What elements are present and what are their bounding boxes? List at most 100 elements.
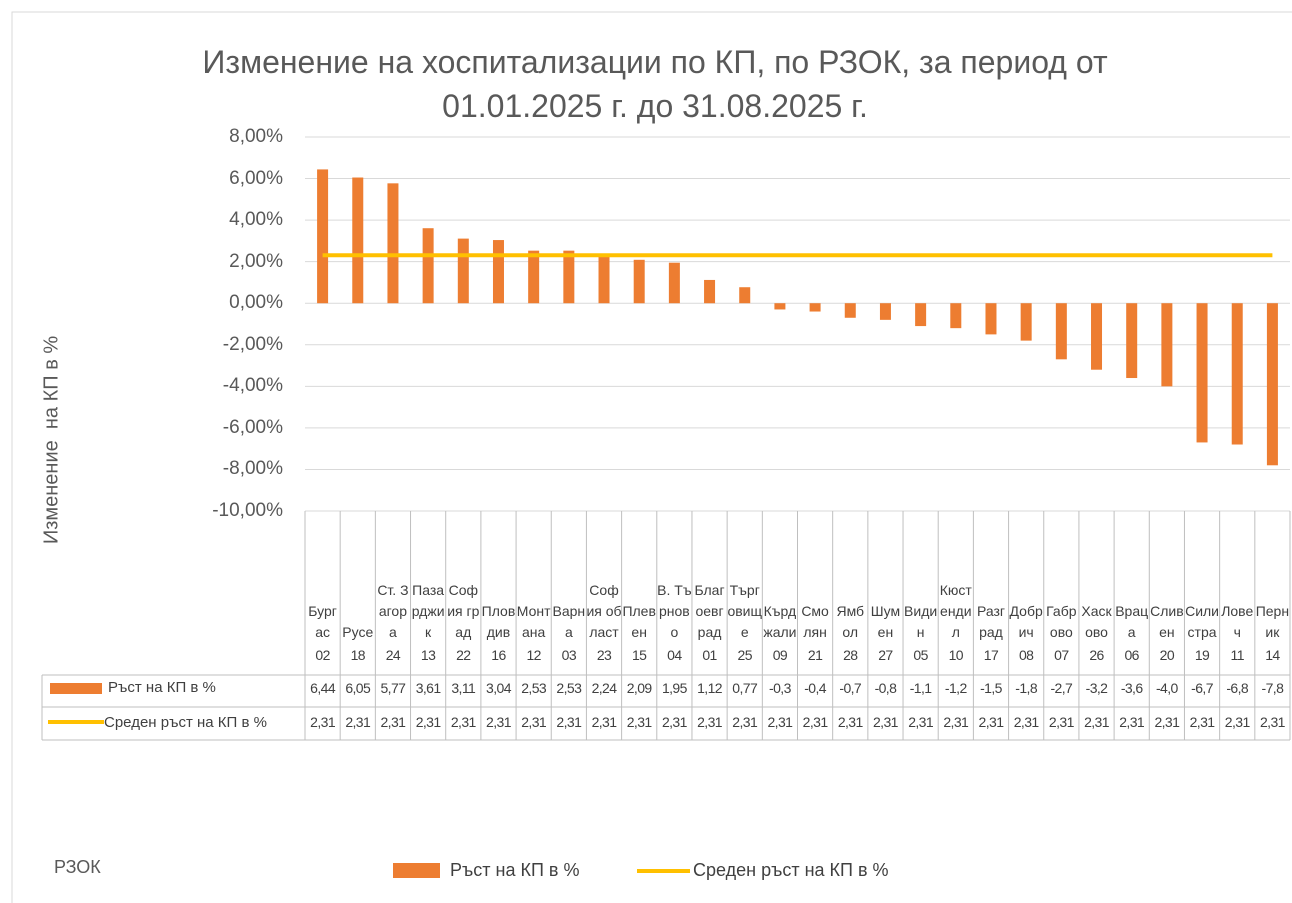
category-label: Русе bbox=[342, 624, 374, 640]
table-value: 2,31 bbox=[1119, 714, 1145, 730]
table-value: 2,31 bbox=[802, 714, 828, 730]
table-value: 2,31 bbox=[908, 714, 934, 730]
y-tick-label: -2,00% bbox=[222, 333, 283, 355]
bar bbox=[1020, 303, 1032, 341]
bar bbox=[879, 303, 891, 320]
category-label: Варна bbox=[552, 603, 586, 640]
table-series-name: Ръст на КП в % bbox=[108, 679, 216, 696]
category-code: 21 bbox=[807, 647, 823, 663]
table-value: 2,31 bbox=[1048, 714, 1074, 730]
table-value: 2,31 bbox=[626, 714, 652, 730]
category-code: 04 bbox=[667, 647, 682, 663]
table-value: 2,31 bbox=[697, 714, 722, 730]
category-code: 26 bbox=[1089, 647, 1104, 663]
bar bbox=[563, 250, 575, 304]
category-label: София град bbox=[447, 582, 480, 640]
category-code: 22 bbox=[456, 647, 471, 663]
category-code: 15 bbox=[631, 647, 647, 663]
table-value: -3,2 bbox=[1085, 680, 1108, 696]
bar bbox=[1055, 303, 1067, 360]
category-code: 25 bbox=[737, 647, 753, 663]
category-label: В. Търново bbox=[657, 582, 692, 640]
category-code: 03 bbox=[561, 647, 577, 663]
category-code: 02 bbox=[315, 647, 330, 663]
bar bbox=[704, 279, 716, 304]
table-value: -0,8 bbox=[874, 680, 897, 696]
chart-title: Изменение на хоспитализации по КП, по РЗ… bbox=[202, 44, 1108, 124]
category-label: Хасково bbox=[1081, 603, 1112, 640]
table-value: -1,2 bbox=[944, 680, 967, 696]
category-label: Габрово bbox=[1046, 603, 1077, 640]
category-label: Плевен bbox=[622, 603, 656, 640]
category-label: Ловеч bbox=[1221, 603, 1254, 640]
table-value: 2,31 bbox=[873, 714, 898, 730]
table-value: 2,31 bbox=[943, 714, 969, 730]
chart-border bbox=[11, 11, 1292, 903]
table-value: 2,31 bbox=[450, 714, 476, 730]
category-code: 07 bbox=[1054, 647, 1069, 663]
category-code: 06 bbox=[1124, 647, 1139, 663]
bar bbox=[739, 287, 751, 304]
category-label: Враца bbox=[1115, 603, 1149, 640]
bar bbox=[809, 303, 821, 312]
table-value: -0,7 bbox=[839, 680, 862, 696]
y-tick-label: -6,00% bbox=[222, 416, 283, 438]
table-value: -2,7 bbox=[1050, 680, 1073, 696]
legend-key bbox=[50, 683, 102, 694]
table-value: 2,31 bbox=[556, 714, 582, 730]
table-value: 6,44 bbox=[310, 680, 336, 696]
table-value: -3,6 bbox=[1120, 680, 1143, 696]
category-label: Шумен bbox=[870, 603, 901, 640]
category-label: Пазарджик bbox=[411, 582, 445, 640]
table-value: 2,31 bbox=[1084, 714, 1109, 730]
category-code: 24 bbox=[385, 647, 401, 663]
table-value: 2,24 bbox=[591, 680, 617, 696]
table-value: -6,7 bbox=[1191, 680, 1213, 696]
table-value: -1,1 bbox=[909, 680, 932, 696]
category-code: 13 bbox=[420, 647, 436, 663]
table-value: 2,31 bbox=[521, 714, 547, 730]
table-value: 2,31 bbox=[486, 714, 511, 730]
category-label: Добрич bbox=[1009, 603, 1043, 640]
y-tick-label: 4,00% bbox=[229, 209, 283, 231]
category-label: Смолян bbox=[801, 603, 829, 640]
category-label: Видин bbox=[904, 603, 938, 640]
table-value: 3,61 bbox=[415, 680, 441, 696]
legend-label: Среден ръст на КП в % bbox=[693, 860, 889, 880]
bar bbox=[950, 303, 962, 329]
bar bbox=[1091, 303, 1103, 370]
table-value: -1,5 bbox=[980, 680, 1002, 696]
category-label: Търговище bbox=[727, 582, 762, 640]
table-value: 2,31 bbox=[415, 714, 441, 730]
category-code: 28 bbox=[843, 647, 858, 663]
category-code: 20 bbox=[1159, 647, 1175, 663]
bar bbox=[352, 177, 364, 304]
y-tick-label: -4,00% bbox=[222, 375, 283, 397]
category-code: 27 bbox=[878, 647, 893, 663]
category-label: Ямбол bbox=[836, 603, 865, 640]
bar bbox=[457, 238, 469, 304]
category-code: 12 bbox=[526, 647, 541, 663]
table-value: -6,8 bbox=[1226, 680, 1249, 696]
table-value: 5,77 bbox=[380, 680, 406, 696]
table-value: 2,31 bbox=[1189, 714, 1215, 730]
bar bbox=[985, 303, 997, 335]
table-value: 2,31 bbox=[978, 714, 1004, 730]
category-label: Монтана bbox=[516, 603, 551, 640]
category-label: Кюстендил bbox=[939, 582, 972, 640]
category-label: Сливен bbox=[1150, 603, 1184, 640]
table-value: 2,31 bbox=[380, 714, 406, 730]
category-code: 10 bbox=[948, 647, 964, 663]
bar bbox=[1196, 303, 1208, 443]
category-code: 17 bbox=[983, 647, 999, 663]
table-value: 6,05 bbox=[345, 680, 371, 696]
category-label: Благоевград bbox=[694, 582, 725, 640]
y-tick-label: -10,00% bbox=[212, 500, 283, 521]
y-tick-label: -8,00% bbox=[222, 458, 283, 480]
table-value: 2,31 bbox=[1224, 714, 1250, 730]
category-code: 14 bbox=[1265, 647, 1280, 663]
table-series-name: Среден ръст на КП в % bbox=[104, 714, 267, 731]
table-value: -0,3 bbox=[769, 680, 791, 696]
table-value: 2,31 bbox=[661, 714, 687, 730]
